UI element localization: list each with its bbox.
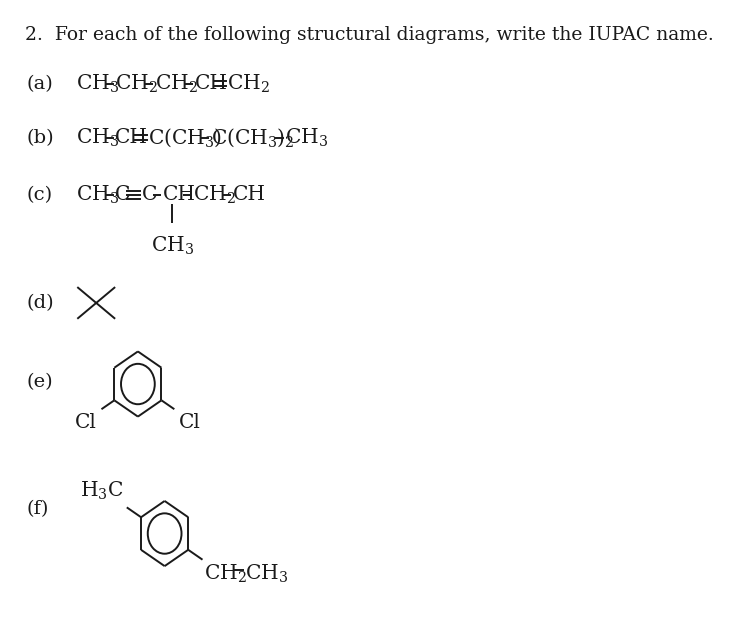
Text: (c): (c) bbox=[26, 186, 53, 204]
Text: CH$_3$: CH$_3$ bbox=[151, 234, 194, 257]
Text: CH$_2$: CH$_2$ bbox=[155, 73, 198, 95]
Text: CH$_3$: CH$_3$ bbox=[75, 126, 119, 149]
Text: CH$_2$: CH$_2$ bbox=[115, 73, 158, 95]
Text: C: C bbox=[142, 185, 157, 204]
Text: Cl: Cl bbox=[179, 413, 201, 432]
Text: Cl: Cl bbox=[75, 413, 97, 432]
Text: C(CH$_3$): C(CH$_3$) bbox=[149, 126, 222, 149]
Text: (e): (e) bbox=[26, 373, 54, 391]
Text: (d): (d) bbox=[26, 294, 54, 312]
Text: C(CH$_3$)$_2$: C(CH$_3$)$_2$ bbox=[211, 126, 295, 149]
Text: CH$_3$: CH$_3$ bbox=[245, 563, 289, 585]
Text: CH$_3$: CH$_3$ bbox=[285, 126, 328, 149]
Text: CH$_3$: CH$_3$ bbox=[75, 73, 119, 95]
Text: (a): (a) bbox=[26, 75, 54, 93]
Text: CH$_2$: CH$_2$ bbox=[193, 184, 235, 206]
Text: CH$_2$: CH$_2$ bbox=[204, 563, 247, 585]
Text: 2.  For each of the following structural diagrams, write the IUPAC name.: 2. For each of the following structural … bbox=[25, 26, 713, 44]
Text: CH: CH bbox=[115, 128, 149, 147]
Text: C: C bbox=[115, 185, 130, 204]
Text: H$_3$C: H$_3$C bbox=[80, 480, 124, 502]
Text: CH$_2$: CH$_2$ bbox=[228, 73, 270, 95]
Text: CH$_3$: CH$_3$ bbox=[75, 184, 119, 206]
Text: CH: CH bbox=[163, 185, 196, 204]
Text: (f): (f) bbox=[26, 500, 49, 518]
Text: CH: CH bbox=[232, 185, 265, 204]
Text: CH: CH bbox=[195, 74, 228, 93]
Text: (b): (b) bbox=[26, 129, 54, 147]
